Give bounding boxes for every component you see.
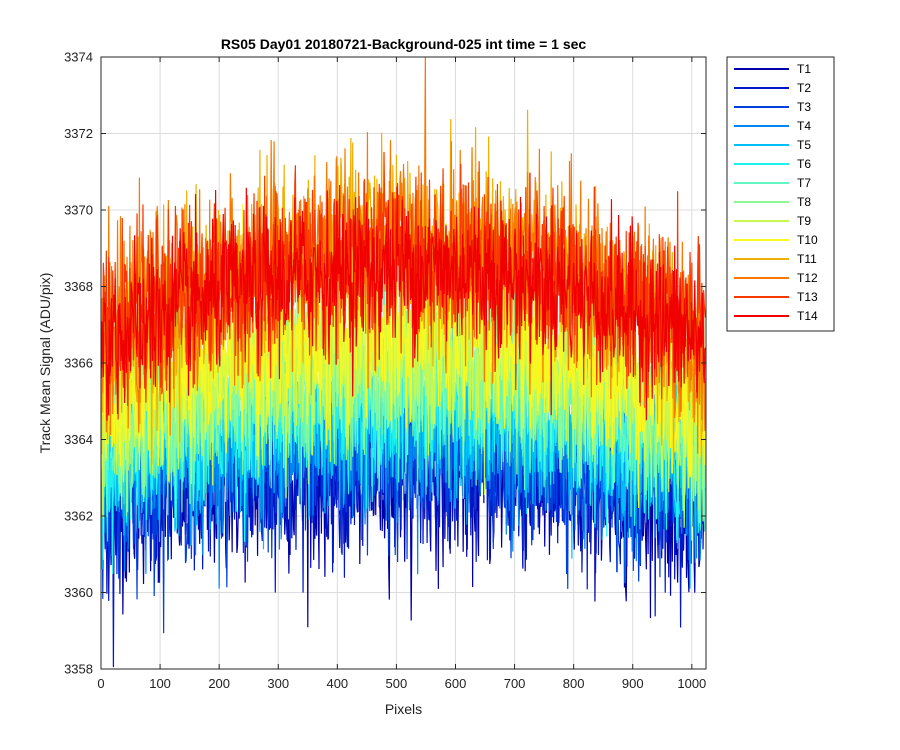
x-tick-label: 700	[504, 676, 526, 691]
y-tick-label: 3362	[64, 509, 93, 524]
series-line-t14	[101, 172, 706, 421]
legend-label: T7	[797, 176, 811, 190]
y-tick-label: 3372	[64, 126, 93, 141]
legend-label: T4	[797, 119, 811, 133]
legend-label: T1	[797, 62, 811, 76]
x-tick-label: 200	[208, 676, 230, 691]
axis-ticks: 0 100 200 300 400 500 600 700 800 900 1000 3358 3360…	[64, 50, 706, 692]
legend-label: T3	[797, 100, 811, 114]
x-tick-label: 0	[97, 676, 104, 691]
x-tick-label: 300	[267, 676, 289, 691]
x-tick-label: 1000	[677, 676, 706, 691]
legend-label: T14	[797, 309, 818, 323]
x-tick-label: 100	[149, 676, 171, 691]
legend-label: T9	[797, 214, 811, 228]
y-tick-label: 3370	[64, 203, 93, 218]
x-tick-label: 800	[563, 676, 585, 691]
y-tick-label: 3366	[64, 356, 93, 371]
legend-label: T5	[797, 138, 811, 152]
y-tick-label: 3358	[64, 662, 93, 677]
legend-label: T2	[797, 81, 811, 95]
y-tick-label: 3360	[64, 585, 93, 600]
legend-label: T6	[797, 157, 811, 171]
legend-label: T12	[797, 271, 818, 285]
legend-label: T8	[797, 195, 811, 209]
legend-box	[726, 56, 835, 332]
legend: T1 T2 T3 T4 T5 T6 T7 T8 T9 T10 T11 T12 T13 T14	[726, 56, 835, 332]
y-tick-label: 3374	[64, 50, 93, 65]
y-tick-label: 3364	[64, 432, 93, 447]
x-tick-label: 900	[622, 676, 644, 691]
y-axis-label: Track Mean Signal (ADU/pix)	[37, 273, 53, 454]
x-tick-label: 500	[386, 676, 408, 691]
x-axis-label: Pixels	[385, 701, 422, 717]
chart-title: RS05 Day01 20180721-Background-025 int t…	[221, 36, 587, 52]
legend-label: T13	[797, 290, 818, 304]
x-tick-label: 600	[445, 676, 467, 691]
x-tick-label: 400	[326, 676, 348, 691]
series-lines	[101, 57, 706, 668]
legend-label: T11	[797, 252, 817, 266]
y-tick-label: 3368	[64, 279, 93, 294]
legend-label: T10	[797, 233, 818, 247]
